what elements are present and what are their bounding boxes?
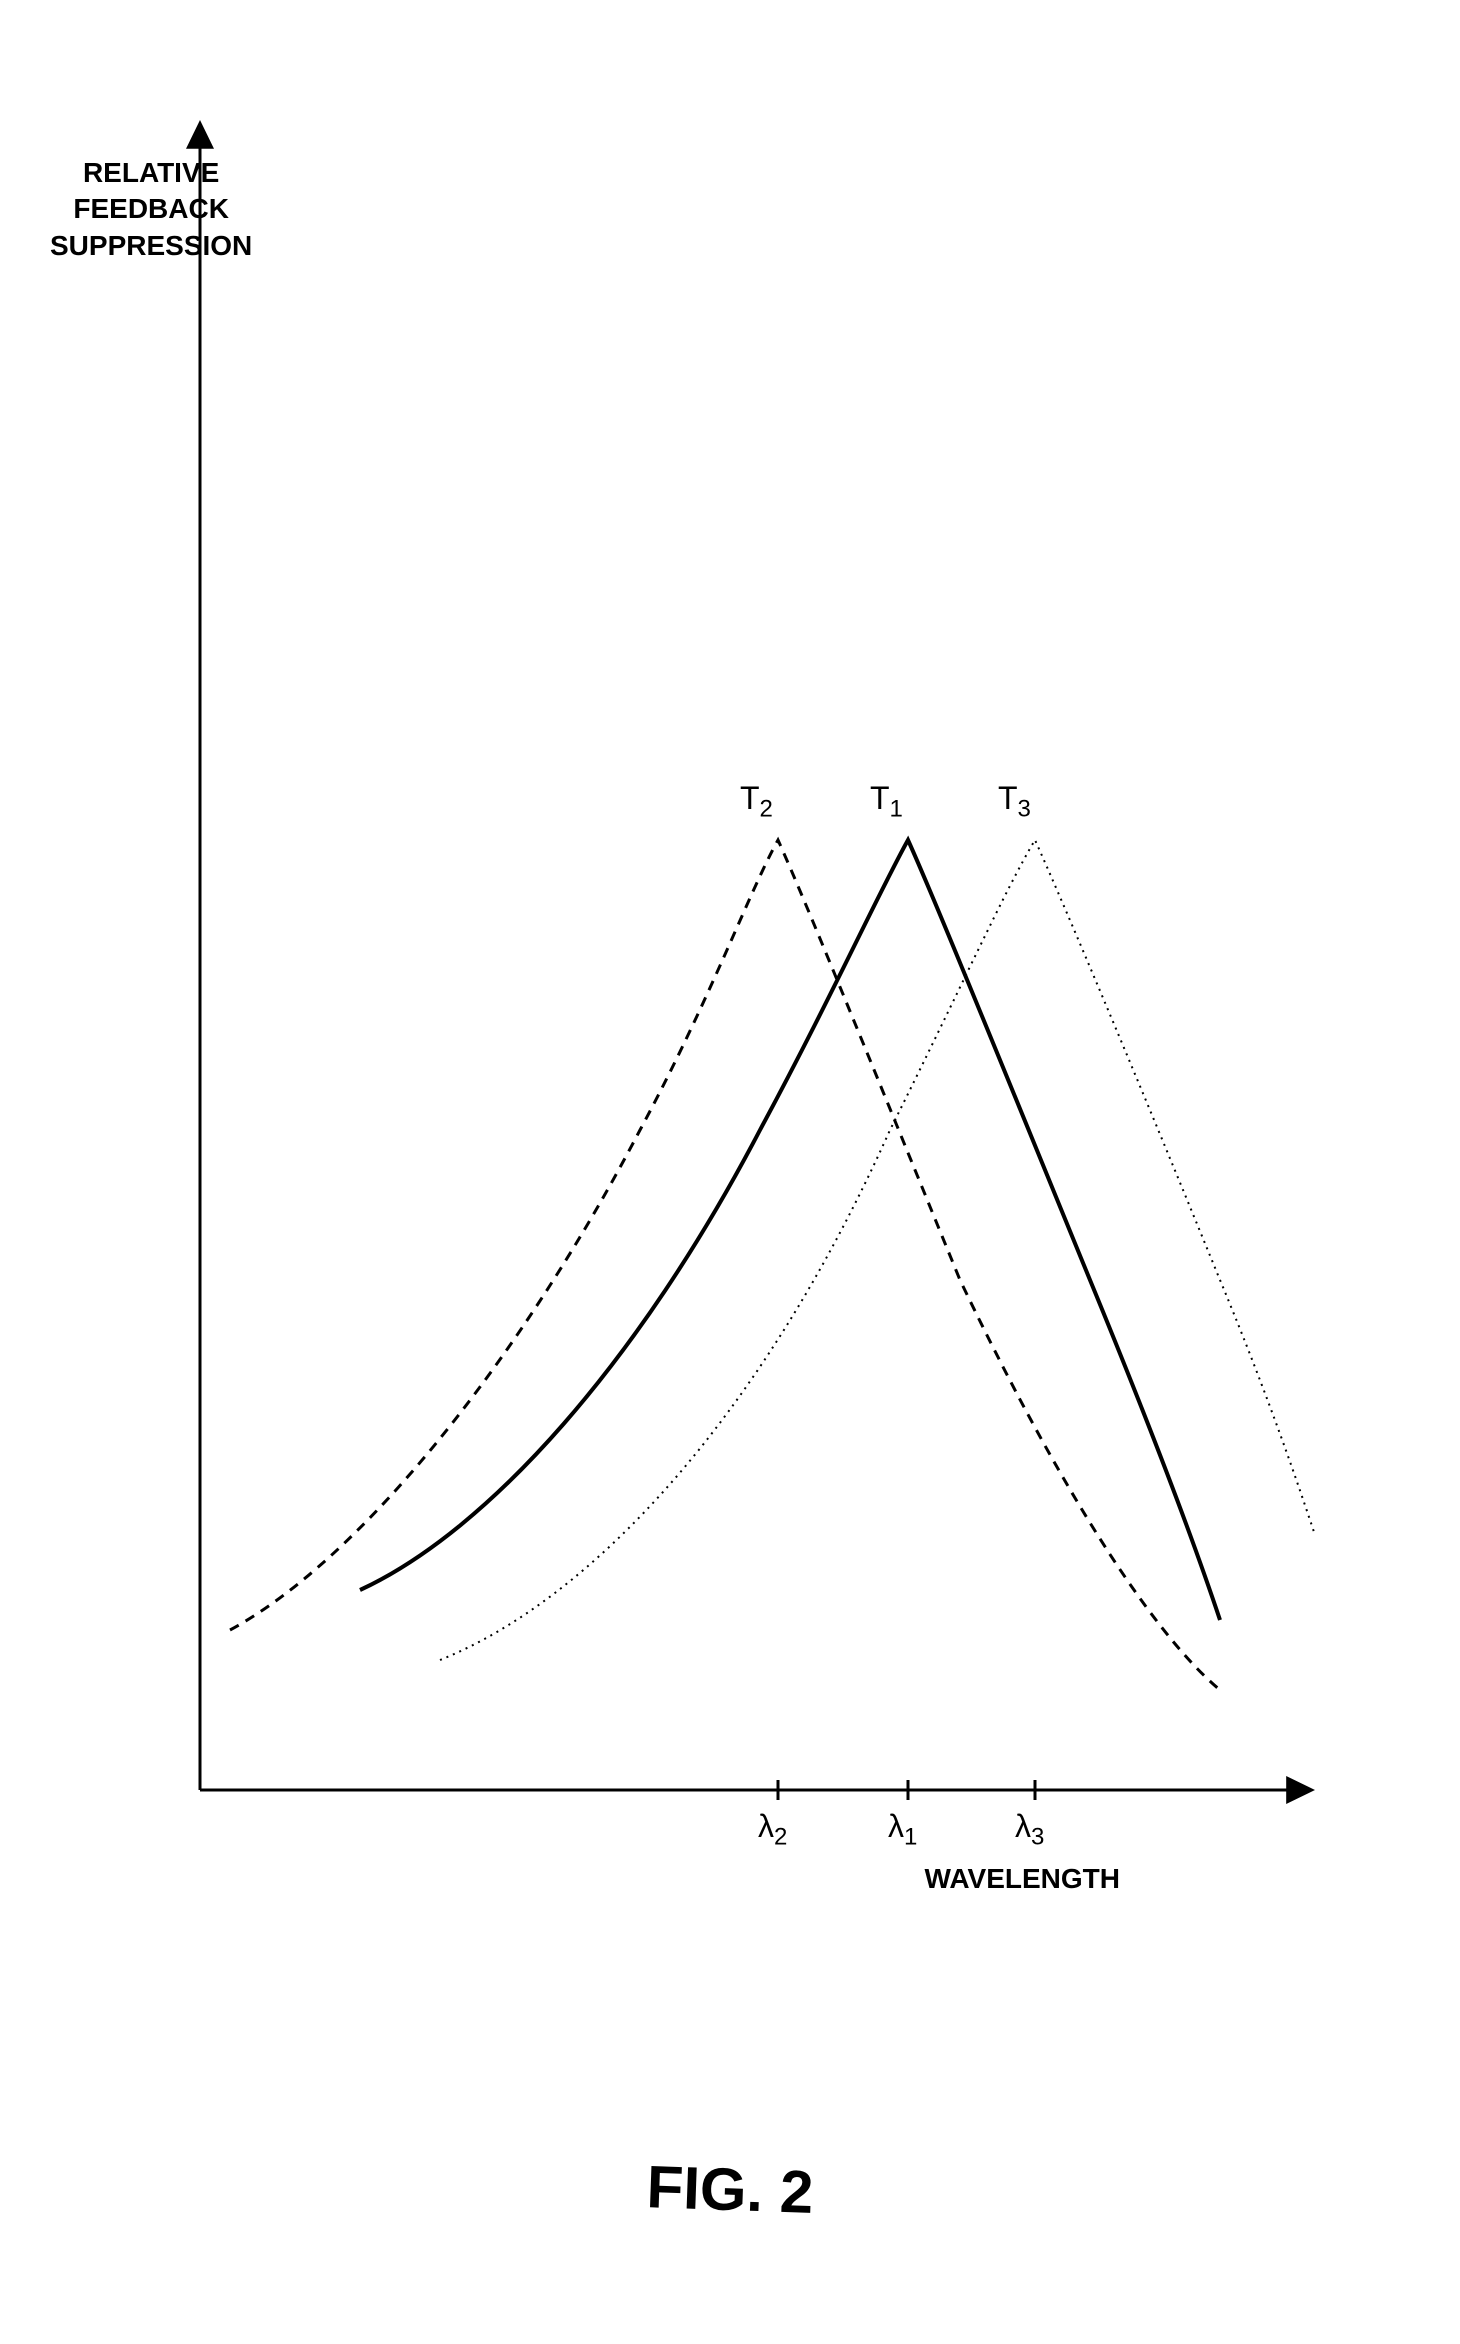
x-axis-label: WAVELENGTH (925, 1863, 1120, 1895)
x-tick-label-2: λ2 (758, 1808, 787, 1851)
x-tick-label-1: λ1 (888, 1808, 917, 1851)
y-label-line-1: RELATIVE (83, 157, 219, 188)
chart-svg (140, 80, 1320, 1840)
y-label-line-2: FEEDBACK (73, 193, 229, 224)
chart-container: RELATIVE FEEDBACK SUPPRESSION WAVELENGTH… (140, 80, 1320, 1840)
x-tick-label-3: λ3 (1015, 1808, 1044, 1851)
curve-label-T2: T2 (740, 780, 773, 823)
figure-caption: FIG. 2 (0, 2130, 1460, 2250)
curve-label-T1: T1 (870, 780, 903, 823)
y-label-line-3: SUPPRESSION (50, 230, 252, 261)
curve-label-T3: T3 (998, 780, 1031, 823)
y-axis-label: RELATIVE FEEDBACK SUPPRESSION (50, 155, 252, 264)
